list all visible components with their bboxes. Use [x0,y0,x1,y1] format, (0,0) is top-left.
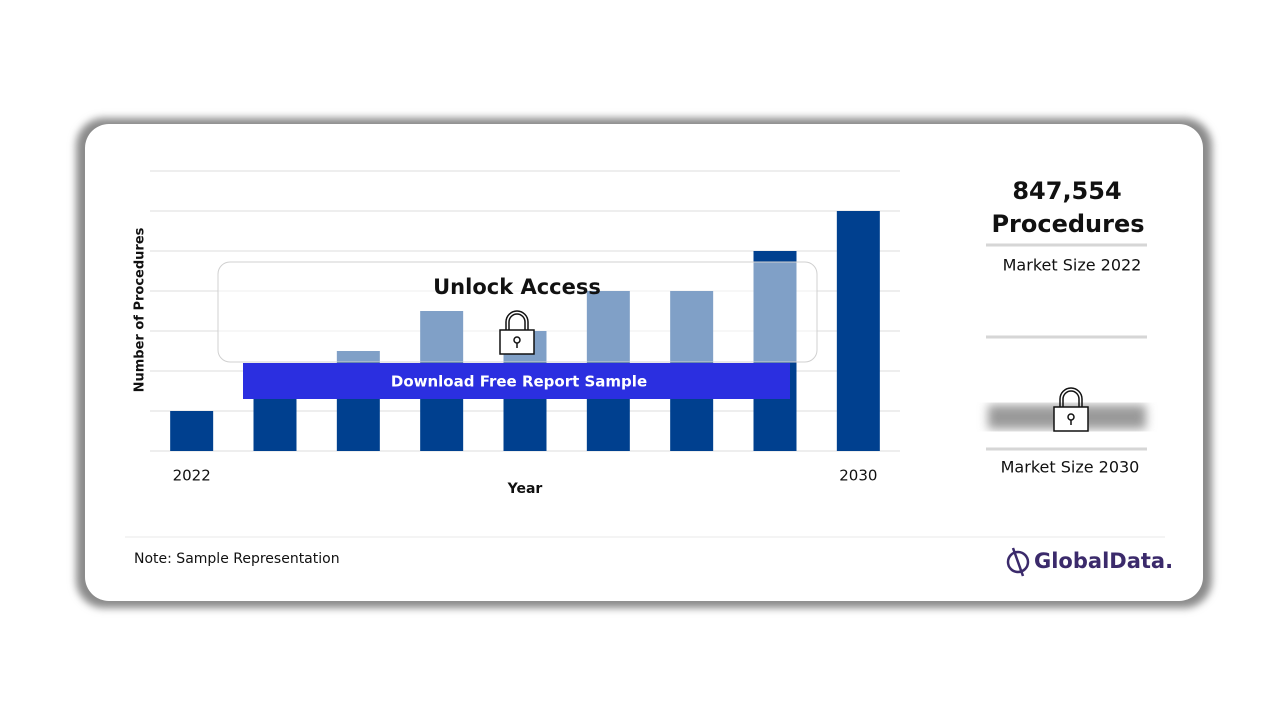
summary-unit: Procedures [991,210,1144,238]
summary-value: 847,554 [1012,177,1121,205]
unlock-box [217,261,818,363]
bar [836,211,880,451]
overlay: Unlock Access Download Free Report Sampl… [217,261,818,399]
summary-label: Market Size 2022 [1003,256,1142,275]
logo: GlobalData. [1034,549,1173,573]
lock-icon [1053,387,1089,432]
download-button[interactable] [243,363,790,399]
x-tick-label: 2022 [173,467,211,485]
y-axis-label: Number of Procedures [133,227,148,392]
bar [170,411,214,451]
logo-icon [1006,547,1030,577]
summary-label: Market Size 2030 [1001,458,1140,477]
x-tick-label: 2030 [839,467,877,485]
unlock-title: Unlock Access [433,275,601,299]
lock-icon [499,310,535,355]
x-axis-label: Year [507,481,543,497]
download-button-label[interactable]: Download Free Report Sample [391,373,647,391]
note: Note: Sample Representation [134,551,340,567]
